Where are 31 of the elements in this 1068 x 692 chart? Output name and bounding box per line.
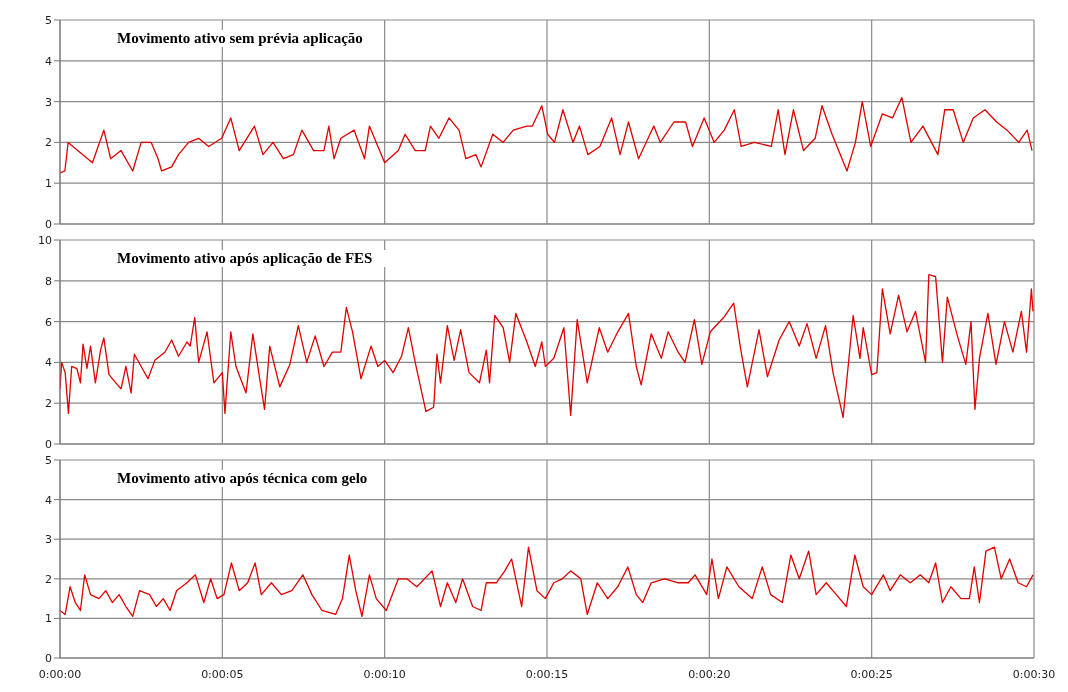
y-tick-label: 3 — [45, 95, 52, 109]
line-series — [60, 96, 1033, 174]
line-series — [60, 274, 1034, 419]
x-tick-label: 0:00:15 — [525, 668, 569, 681]
text: Movimento ativo após técnica com gelo — [103, 470, 382, 487]
y-tick-label: 0 — [45, 437, 52, 451]
y-tick-label: 5 — [45, 453, 52, 467]
line-series — [60, 546, 1034, 618]
y-tick-label: 2 — [45, 572, 52, 586]
y-tick-label: 2 — [45, 397, 52, 411]
y-tick-label: 3 — [45, 533, 52, 547]
y-tick-label: 5 — [45, 13, 52, 27]
y-tick-label: 4 — [45, 493, 52, 507]
y-tick-label: 4 — [45, 356, 52, 370]
x-tick-label: 0:00:05 — [201, 668, 244, 681]
x-tick-label: 0:00:10 — [363, 668, 406, 681]
y-tick-label: 1 — [45, 612, 52, 626]
text: Movimento ativo sem prévia aplicação — [103, 30, 377, 47]
y-tick-label: 0 — [45, 651, 52, 665]
y-tick-label: 6 — [45, 315, 52, 329]
x-tick-label: 0:00:25 — [850, 668, 893, 681]
y-tick-label: 4 — [45, 54, 52, 68]
y-tick-label: 0 — [45, 217, 52, 231]
y-tick-label: 8 — [45, 274, 52, 288]
x-tick-label: 0:00:20 — [688, 668, 731, 681]
y-tick-label: 1 — [45, 177, 52, 191]
text: Movimento ativo após aplicação de FES — [103, 250, 387, 267]
y-tick-label: 10 — [38, 233, 52, 247]
x-tick-label: 0:00:30 — [1012, 668, 1056, 681]
x-tick-label: 0:00:00 — [38, 668, 82, 681]
y-tick-label: 2 — [45, 136, 52, 150]
